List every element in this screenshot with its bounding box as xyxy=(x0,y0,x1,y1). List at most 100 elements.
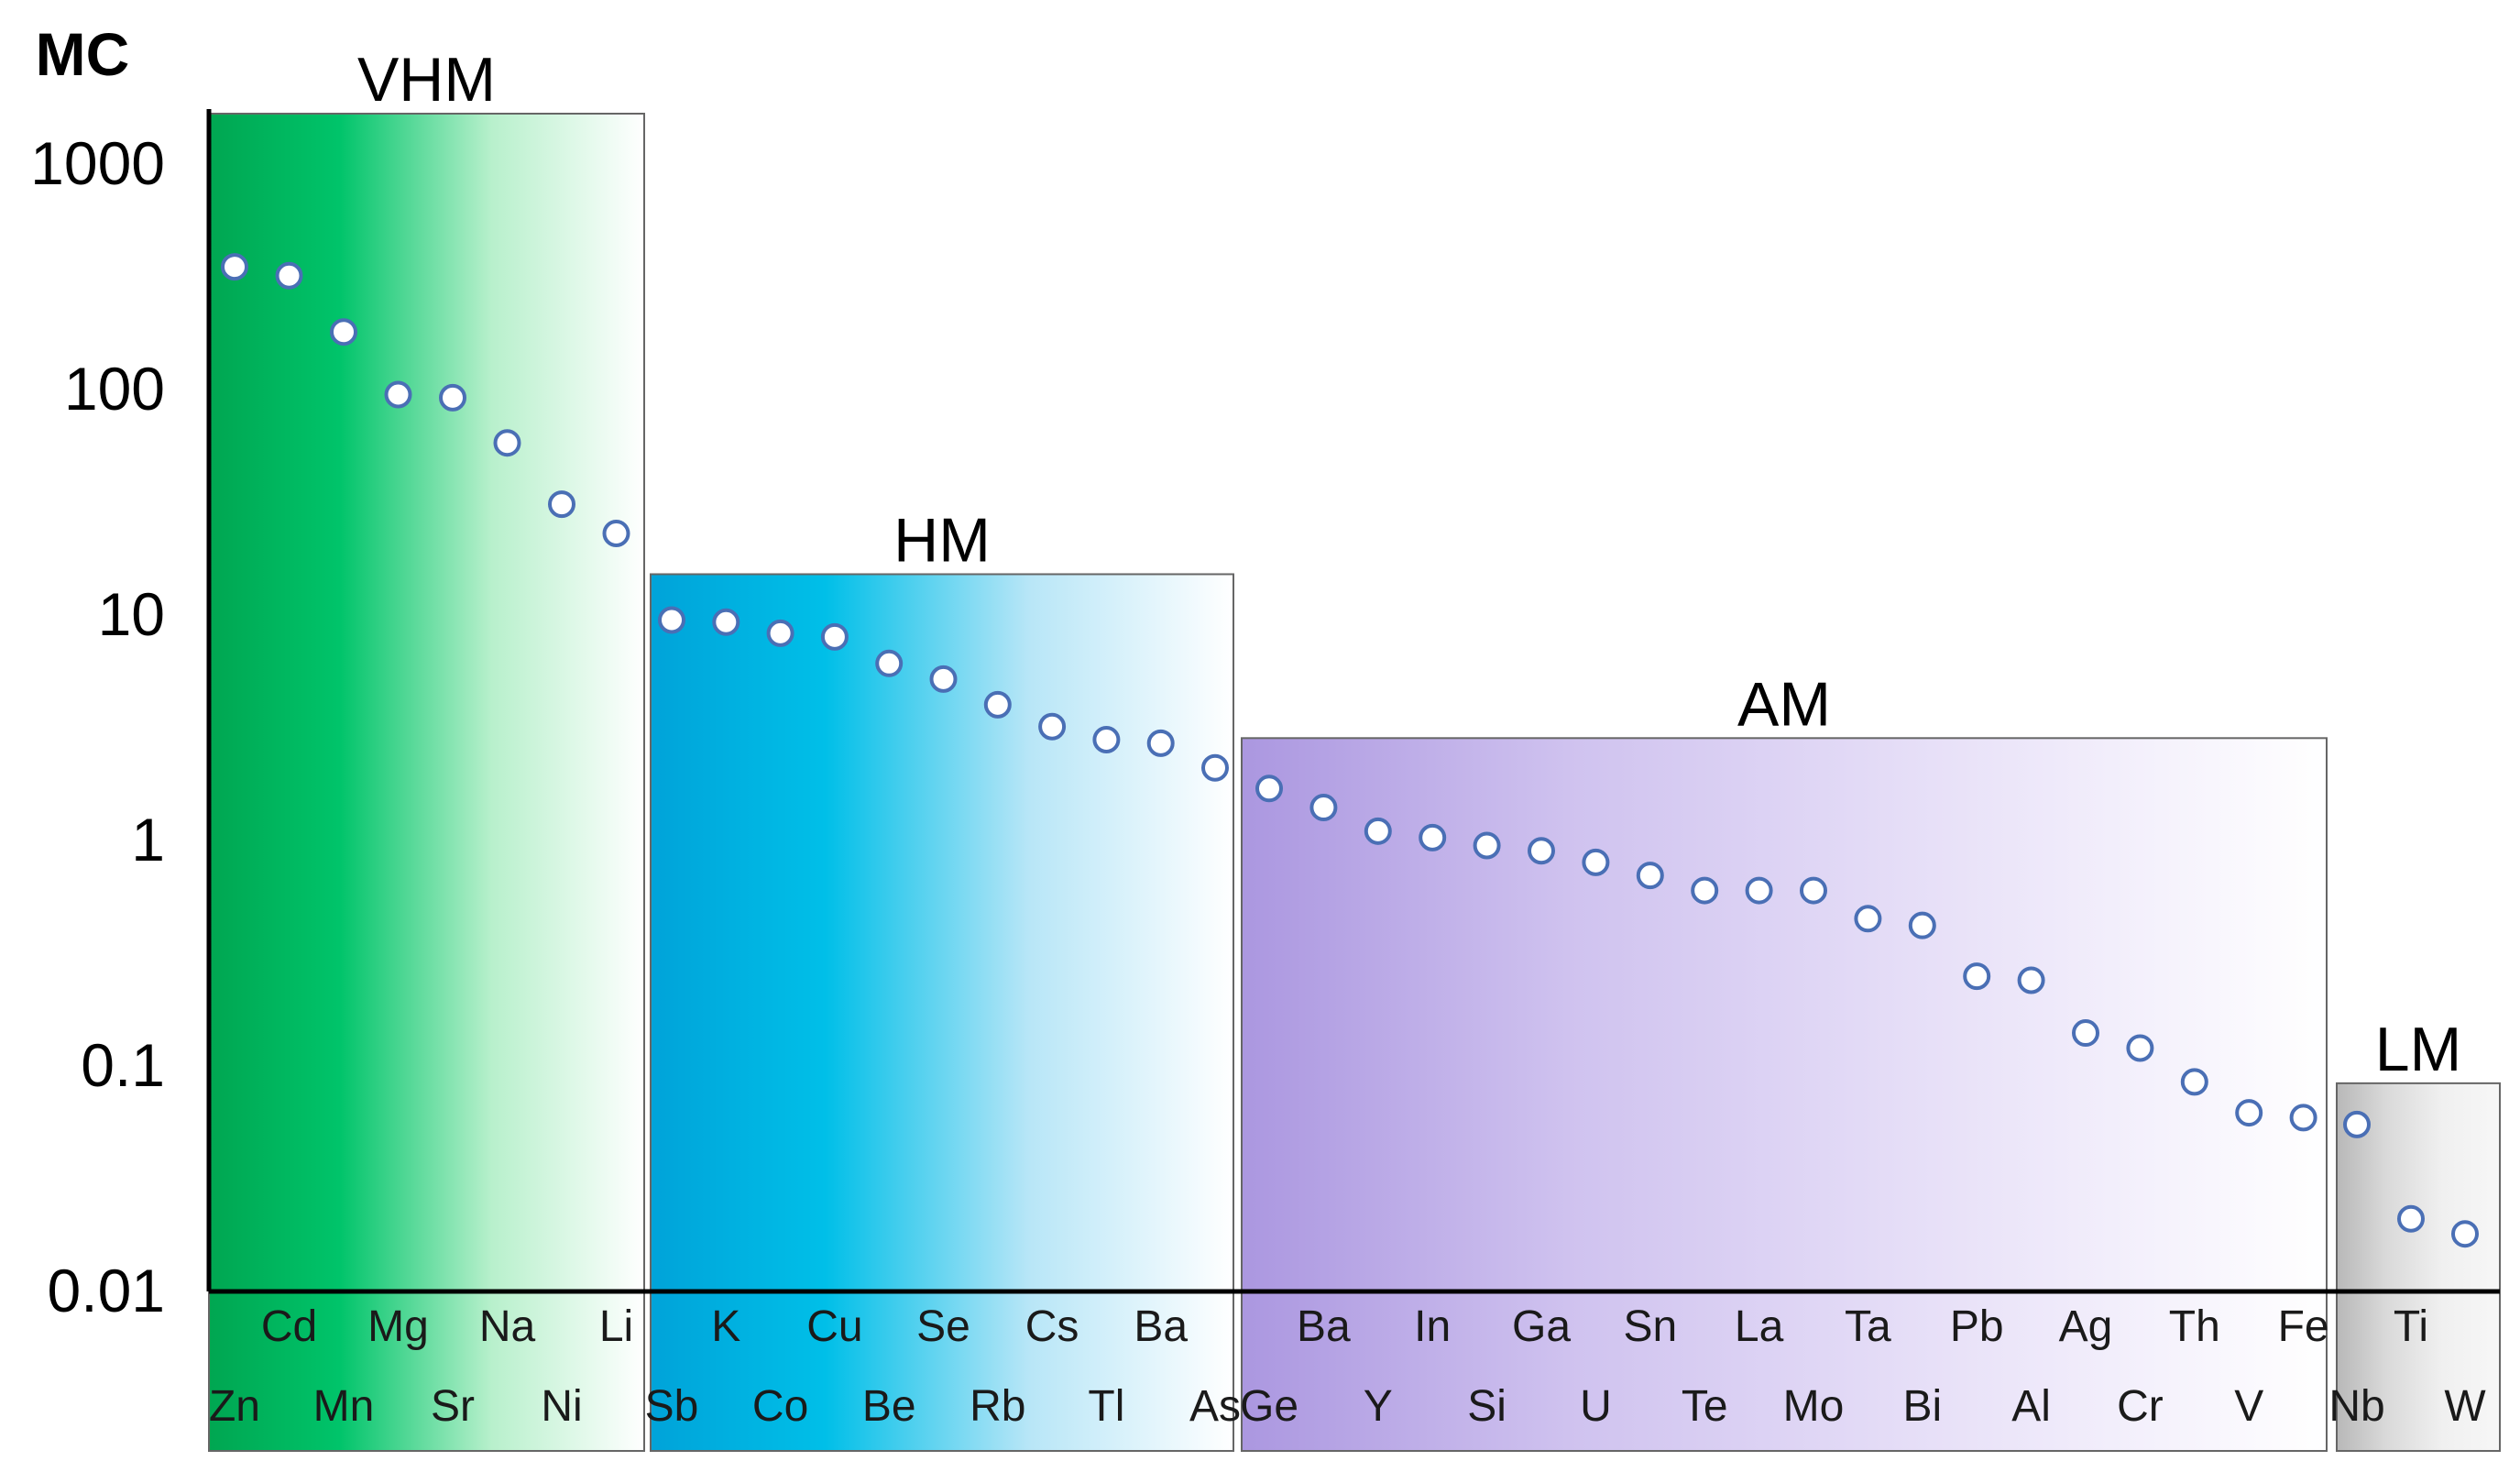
category-label-se: Se xyxy=(916,1302,970,1351)
point-pb xyxy=(1963,962,1991,991)
y-tick-label: 100 xyxy=(64,355,165,423)
category-label-ba: Ba xyxy=(1297,1302,1351,1351)
category-label-tl: Tl xyxy=(1088,1382,1124,1431)
point-ge xyxy=(1255,774,1283,803)
category-label-u: U xyxy=(1580,1382,1612,1431)
point-y xyxy=(1364,817,1392,845)
y-axis: MC 1000 100 10 1 0.1 0.01 xyxy=(30,20,2500,1324)
category-label-co: Co xyxy=(752,1382,808,1431)
point-si xyxy=(1473,831,1501,860)
point-in xyxy=(1419,823,1447,851)
category-label-rb: Rb xyxy=(970,1382,1025,1431)
group-title-hm: HM xyxy=(893,505,991,575)
point-tl xyxy=(1092,725,1121,753)
point-fe xyxy=(2289,1104,2317,1132)
point-ba xyxy=(1146,729,1175,757)
y-tick-label: 10 xyxy=(98,580,165,648)
category-label-mo: Mo xyxy=(1783,1382,1845,1431)
point-na xyxy=(493,429,521,457)
point-cu xyxy=(820,622,849,651)
category-label-cd: Cd xyxy=(261,1302,317,1351)
category-label-pb: Pb xyxy=(1950,1302,2004,1351)
point-nb xyxy=(2343,1110,2371,1138)
group-box-vhm xyxy=(208,113,645,1452)
category-label-cs: Cs xyxy=(1025,1302,1079,1351)
y-axis-title: MC xyxy=(36,20,130,88)
category-label-y: Y xyxy=(1364,1382,1393,1431)
point-as xyxy=(1201,753,1229,782)
category-label-na: Na xyxy=(479,1302,536,1351)
group-box-am xyxy=(1241,737,2328,1452)
group-titles: VHM HM AM LM xyxy=(357,45,2461,1084)
group-title-am: AM xyxy=(1737,669,1831,739)
point-be xyxy=(875,649,904,677)
data-points xyxy=(221,253,2479,1248)
category-label-mg: Mg xyxy=(367,1302,429,1351)
point-cs xyxy=(1038,712,1067,741)
category-label-ta: Ta xyxy=(1845,1302,1891,1351)
category-label-cu: Cu xyxy=(806,1302,862,1351)
group-title-lm: LM xyxy=(2375,1015,2461,1084)
point-cr xyxy=(2126,1034,2154,1062)
category-label-zn: Zn xyxy=(209,1382,260,1431)
group-title-vhm: VHM xyxy=(357,45,496,115)
category-label-k: K xyxy=(711,1302,740,1351)
point-sr xyxy=(439,383,466,412)
point-w xyxy=(2451,1220,2479,1248)
category-label-w: W xyxy=(2444,1382,2486,1431)
point-ti xyxy=(2397,1204,2425,1233)
y-tick-label: 0.1 xyxy=(81,1031,165,1099)
category-label-ni: Ni xyxy=(541,1382,582,1431)
point-ag xyxy=(2072,1019,2099,1048)
point-sn xyxy=(1636,862,1664,890)
category-label-th: Th xyxy=(2169,1302,2220,1351)
point-ta xyxy=(1854,905,1882,933)
y-tick-label: 1000 xyxy=(30,129,165,197)
category-label-ti: Ti xyxy=(2394,1302,2428,1351)
group-boxes xyxy=(208,113,2501,1452)
category-label-ag: Ag xyxy=(2059,1302,2113,1351)
y-tick-label: 1 xyxy=(131,806,165,873)
category-label-sn: Sn xyxy=(1623,1302,1677,1351)
point-sb xyxy=(658,606,685,634)
category-label-te: Te xyxy=(1682,1382,1728,1431)
category-label-in: In xyxy=(1414,1302,1451,1351)
point-se xyxy=(929,665,958,693)
category-label-ga: Ga xyxy=(1512,1302,1571,1351)
category-label-cr: Cr xyxy=(2117,1382,2164,1431)
point-v xyxy=(2235,1099,2263,1127)
point-zn xyxy=(221,253,248,281)
point-al xyxy=(2017,966,2045,994)
point-ni xyxy=(548,490,575,519)
point-u xyxy=(1582,848,1610,876)
point-bi xyxy=(1908,911,1936,939)
point-rb xyxy=(983,690,1012,719)
category-label-li: Li xyxy=(599,1302,633,1351)
category-label-be: Be xyxy=(862,1382,916,1431)
category-label-v: V xyxy=(2234,1382,2263,1431)
point-mo xyxy=(1800,876,1827,905)
category-label-la: La xyxy=(1735,1302,1784,1351)
point-la xyxy=(1745,876,1773,905)
category-label-mn: Mn xyxy=(313,1382,375,1431)
category-label-fe: Fe xyxy=(2278,1302,2329,1351)
group-box-hm xyxy=(650,573,1234,1452)
category-label-nb: Nb xyxy=(2328,1382,2384,1431)
category-label-si: Si xyxy=(1467,1382,1507,1431)
category-label-ba: Ba xyxy=(1134,1302,1188,1351)
point-ba xyxy=(1309,794,1338,822)
point-co xyxy=(766,619,794,647)
category-label-ge: Ge xyxy=(1240,1382,1298,1431)
point-cd xyxy=(275,261,303,290)
y-tick-label: 0.01 xyxy=(48,1257,165,1324)
category-label-sr: Sr xyxy=(431,1382,475,1431)
point-mg xyxy=(384,380,412,409)
category-label-sb: Sb xyxy=(645,1382,699,1431)
point-th xyxy=(2180,1068,2208,1096)
category-label-as: As xyxy=(1189,1382,1241,1431)
point-mn xyxy=(330,318,357,346)
point-li xyxy=(602,520,630,548)
point-te xyxy=(1691,876,1719,905)
point-ga xyxy=(1528,837,1555,865)
